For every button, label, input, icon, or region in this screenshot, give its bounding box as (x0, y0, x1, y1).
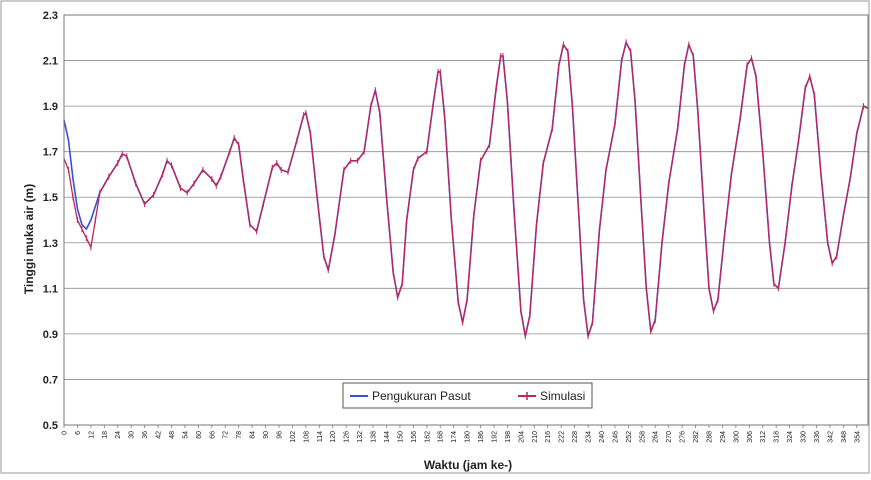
x-tick-label: 108 (303, 431, 310, 443)
x-tick-label: 24 (115, 431, 122, 439)
y-tick-label: 1.1 (43, 283, 58, 295)
x-tick-label: 18 (102, 431, 109, 439)
x-tick-label: 252 (626, 431, 633, 443)
x-tick-label: 150 (397, 431, 404, 443)
y-tick-label: 0.7 (43, 374, 58, 386)
x-tick-label: 132 (357, 431, 364, 443)
x-tick-label: 144 (384, 431, 391, 443)
x-tick-label: 216 (545, 431, 552, 443)
x-tick-label: 126 (344, 431, 351, 443)
x-tick-label: 174 (451, 431, 458, 443)
x-tick-label: 168 (438, 431, 445, 443)
x-tick-label: 282 (693, 431, 700, 443)
x-tick-label: 42 (156, 431, 163, 439)
x-tick-label: 36 (142, 431, 149, 439)
x-tick-label: 180 (465, 431, 472, 443)
x-tick-label: 264 (653, 431, 660, 443)
legend-box (342, 382, 593, 409)
x-tick-label: 306 (747, 431, 754, 443)
x-tick-label: 66 (209, 431, 216, 439)
x-tick-label: 300 (733, 431, 740, 443)
legend: Pengukuran Pasut Simulasi (342, 382, 593, 409)
x-tick-label: 138 (371, 431, 378, 443)
x-tick-label: 114 (317, 431, 324, 442)
x-tick-label: 60 (196, 431, 203, 439)
x-tick-label: 246 (612, 431, 619, 443)
legend-label-simulasi: Simulasi (540, 389, 585, 403)
x-tick-label: 312 (760, 431, 767, 443)
x-tick-label: 30 (129, 431, 136, 439)
x-tick-label: 204 (518, 431, 525, 443)
plot-area-border (63, 14, 869, 426)
x-tick-label: 162 (424, 431, 431, 443)
x-tick-label: 6 (75, 431, 82, 435)
x-tick-label: 198 (505, 431, 512, 443)
x-tick-label: 240 (599, 431, 606, 443)
x-tick-label: 222 (559, 431, 566, 443)
y-tick-label: 0.5 (43, 420, 58, 432)
x-tick-label: 120 (330, 431, 337, 443)
x-tick-label: 102 (290, 431, 297, 443)
x-tick-label: 276 (680, 431, 687, 443)
x-tick-label: 270 (666, 431, 673, 443)
y-tick-label: 1.9 (43, 101, 58, 113)
legend-label-pengukuran-pasut: Pengukuran Pasut (372, 389, 471, 403)
x-tick-label: 156 (411, 431, 418, 443)
x-tick-label: 330 (801, 431, 808, 443)
y-tick-label: 2.3 (43, 10, 58, 22)
x-tick-label: 12 (88, 431, 95, 439)
x-tick-label: 342 (827, 431, 834, 443)
x-tick-label: 324 (787, 431, 794, 443)
y-tick-label: 2.1 (43, 56, 58, 68)
y-tick-label: 1.5 (43, 192, 58, 204)
x-tick-label: 294 (720, 431, 727, 443)
x-tick-label: 192 (491, 431, 498, 443)
x-tick-label: 234 (586, 431, 593, 443)
x-tick-label: 228 (572, 431, 579, 443)
x-tick-label: 210 (532, 431, 539, 443)
x-tick-label: 72 (223, 431, 230, 439)
x-tick-label: 48 (169, 431, 176, 439)
x-axis-title: Waktu (jam ke-) (424, 458, 512, 472)
x-tick-label: 288 (706, 431, 713, 443)
x-tick-label: 318 (774, 431, 781, 443)
x-tick-label: 348 (841, 431, 848, 443)
x-tick-label: 354 (854, 431, 861, 443)
series-lines (63, 39, 869, 340)
y-tick-label: 1.3 (43, 238, 58, 250)
x-tick-label: 84 (250, 431, 257, 439)
y-axis-ticks: 0.5 0.7 0.9 1.1 1.3 1.5 1.7 1.9 2.1 2.3 (43, 10, 58, 432)
x-tick-label: 90 (263, 431, 270, 439)
x-tick-label: 258 (639, 431, 646, 443)
y-tick-label: 0.9 (43, 329, 58, 341)
y-tick-label: 1.7 (43, 147, 58, 159)
y-axis-title: Tinggi muka air (m) (22, 184, 36, 294)
x-tick-label: 186 (478, 431, 485, 443)
x-tick-label: 54 (182, 431, 189, 439)
x-tick-label: 78 (236, 431, 243, 439)
x-tick-label: 336 (814, 431, 821, 443)
x-axis-ticks: 0 6 12 18 24 30 36 42 48 54 60 66 72 78 84 90 96 102 108 11… (62, 425, 861, 443)
x-tick-label: 0 (62, 431, 69, 435)
x-tick-label: 96 (276, 431, 283, 439)
